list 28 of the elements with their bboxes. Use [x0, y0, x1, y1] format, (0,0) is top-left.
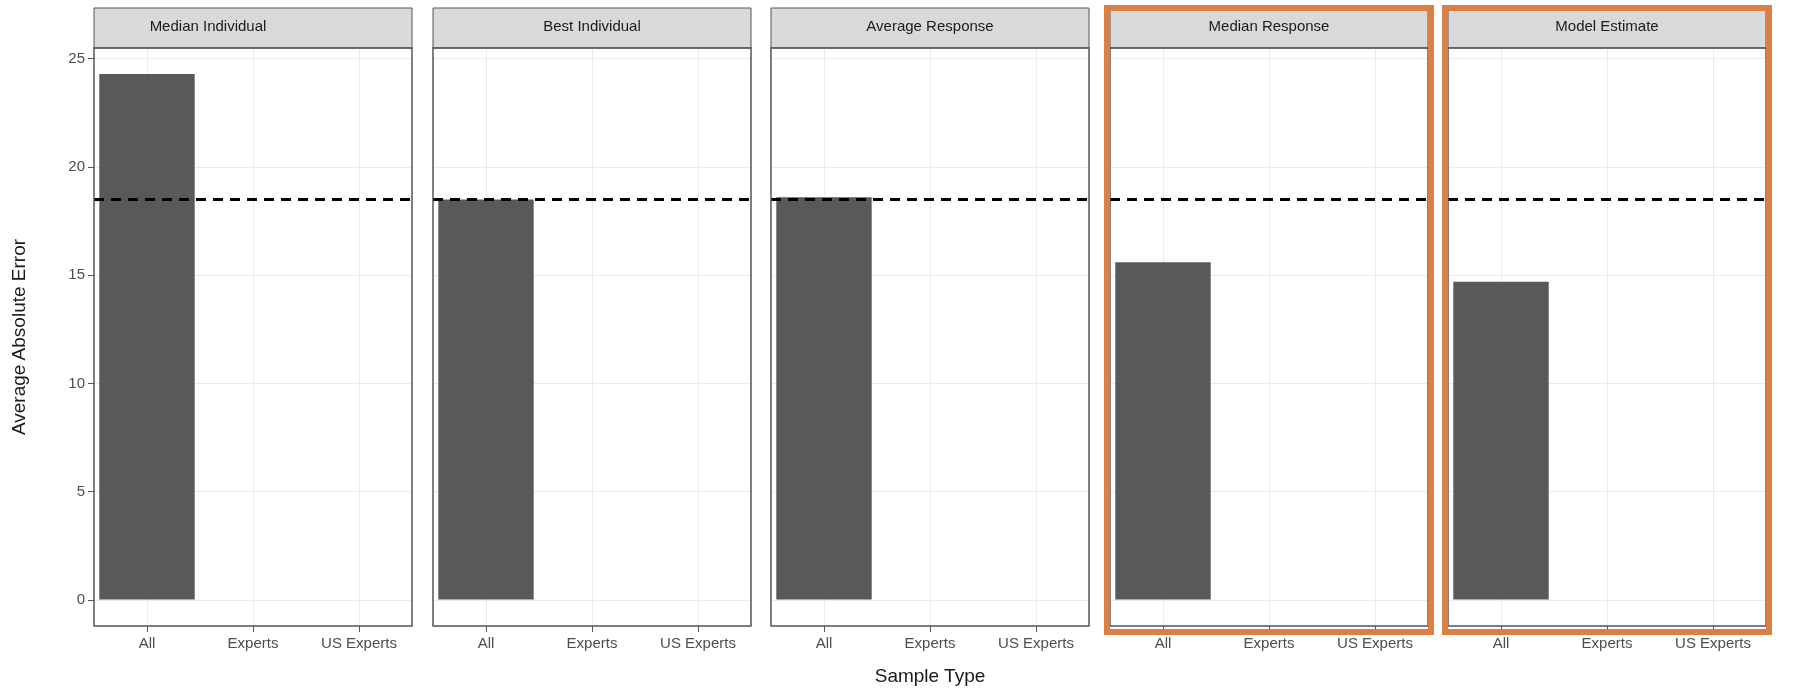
x-tick-label: US Experts — [1336, 634, 1413, 652]
x-tick-label: All — [477, 634, 494, 652]
x-tick-label: All — [815, 634, 833, 652]
chart-title: Average Response — [866, 17, 994, 35]
chart-title: Median Individual — [149, 17, 267, 35]
chart-title: Model Estimate — [1555, 17, 1659, 35]
x-tick-label: Experts — [1581, 634, 1633, 652]
y-tick-label: 5 — [76, 481, 85, 499]
y-tick-label: 10 — [68, 373, 85, 391]
x-tick-label: US Experts — [1675, 634, 1751, 652]
x-tick-label: Experts — [1243, 634, 1294, 652]
x-tick-label: Experts — [566, 634, 617, 652]
y-tick-label: 15 — [68, 265, 85, 283]
x-tick-label: Experts — [904, 634, 956, 652]
x-tick-label: US Experts — [321, 634, 397, 652]
y-tick-label: 20 — [68, 157, 85, 175]
chart-title: Median Response — [1208, 17, 1329, 35]
y-tick-label: 0 — [76, 590, 85, 608]
y-tick-label: 25 — [68, 48, 85, 66]
x-tick-label: US Experts — [659, 634, 736, 652]
x-tick-label: US Experts — [998, 634, 1074, 652]
y-axis-title: Average Absolute Error — [7, 238, 29, 436]
x-tick-label: All — [1492, 634, 1510, 652]
x-tick-label: All — [1154, 634, 1171, 652]
x-axis-title: Sample Type — [874, 664, 986, 686]
x-tick-label: Experts — [227, 634, 279, 652]
chart-title: Best Individual — [542, 17, 641, 35]
x-tick-label: All — [138, 634, 156, 652]
